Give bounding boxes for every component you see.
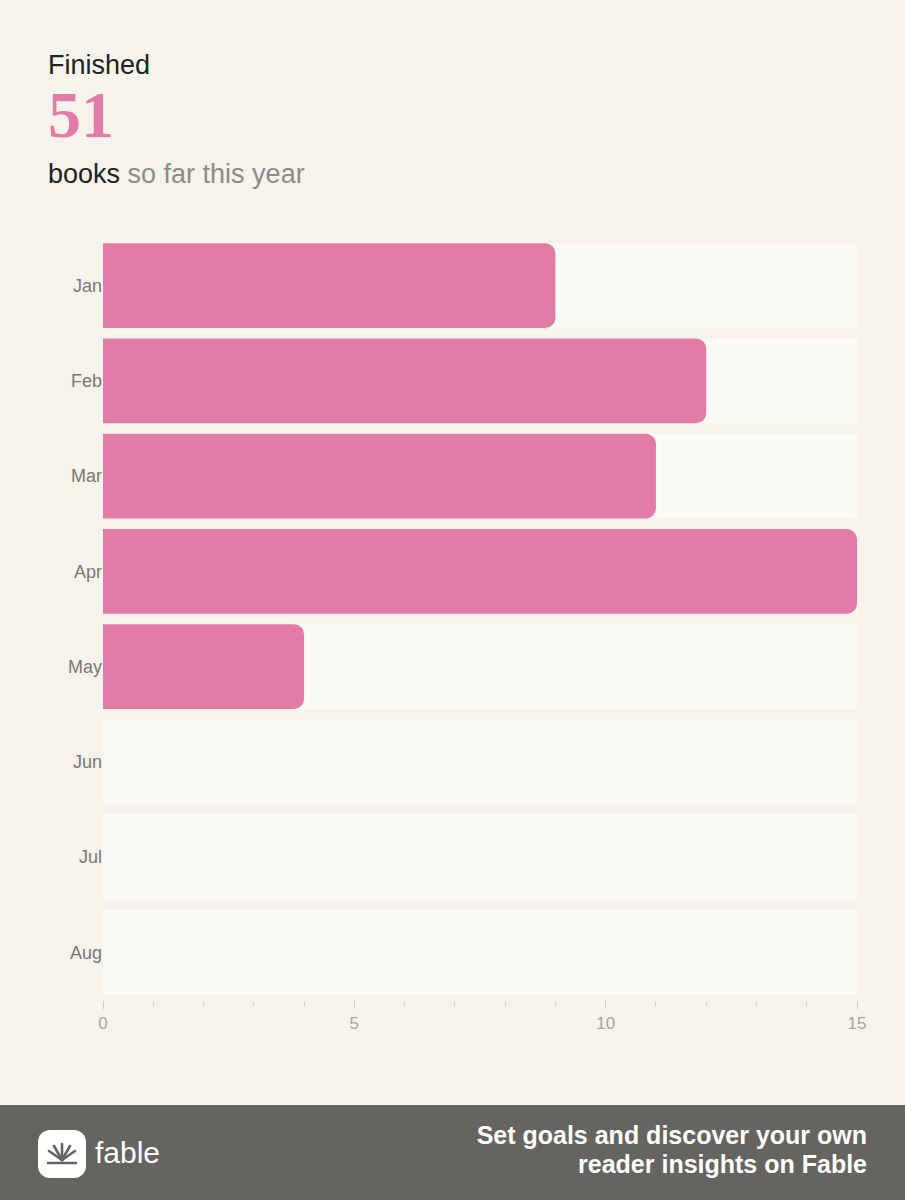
svg-text:5: 5	[350, 1014, 359, 1033]
html-text:Finished: Finished	[48, 50, 151, 80]
html-text:fable: fable	[95, 1136, 161, 1169]
svg-text:Aug: Aug	[70, 943, 102, 963]
svg-text:10: 10	[596, 1014, 615, 1033]
html-text:books so far this year: books so far this year	[48, 159, 305, 189]
svg-text:Jul: Jul	[79, 847, 102, 867]
svg-text:May: May	[68, 657, 102, 677]
html-text:Set goals and discover your ow: Set goals and discover your own reader i…	[476, 1121, 867, 1178]
svg-text:Feb: Feb	[71, 371, 102, 391]
svg-text:0: 0	[98, 1014, 107, 1033]
svg-text:Mar: Mar	[71, 466, 102, 486]
svg-text:15: 15	[848, 1014, 867, 1033]
svg-text:Jan: Jan	[73, 276, 102, 296]
svg-text:Apr: Apr	[74, 562, 102, 582]
svg-text:Jun: Jun	[73, 752, 102, 772]
html-text:51: 51	[48, 78, 114, 151]
